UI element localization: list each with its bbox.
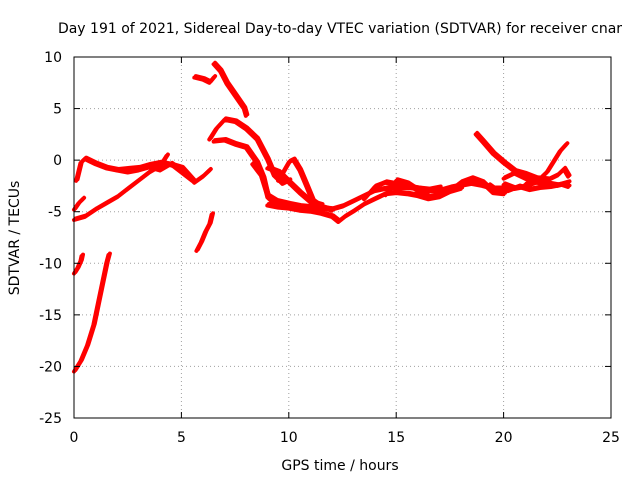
series-arc-4-texture bbox=[116, 160, 196, 182]
series-arc-16-texture bbox=[385, 175, 508, 198]
series-arc-6 bbox=[72, 253, 111, 374]
series-arc-21-texture bbox=[524, 165, 572, 186]
y-tick-label: -20 bbox=[39, 359, 62, 375]
series-arc-9-texture bbox=[195, 211, 215, 252]
y-tick-label: -15 bbox=[39, 308, 62, 324]
y-tick-label: -5 bbox=[48, 205, 62, 221]
series-arc-8 bbox=[211, 62, 248, 118]
y-tick-label: 0 bbox=[53, 153, 62, 169]
series-arc-12-texture bbox=[251, 160, 508, 211]
data-layer bbox=[72, 60, 572, 374]
x-tick-label: 20 bbox=[495, 430, 513, 446]
plot-frame bbox=[73, 56, 612, 419]
x-tick-label: 5 bbox=[177, 430, 186, 446]
y-tick-label: 10 bbox=[44, 50, 62, 66]
x-tick-label: 10 bbox=[280, 430, 298, 446]
series-arc-17-texture bbox=[363, 179, 443, 200]
ticks: 0 5 10 15 20 25 -25 -20 -15 -10 -5 0 5 10 bbox=[39, 50, 620, 446]
series-arc-15-texture bbox=[266, 164, 325, 206]
y-tick-label: -25 bbox=[39, 411, 62, 427]
x-tick-label: 0 bbox=[70, 430, 79, 446]
series-arc-5-texture bbox=[73, 252, 85, 275]
series-arc-8-texture bbox=[213, 60, 250, 117]
y-tick-label: -10 bbox=[39, 256, 62, 272]
x-axis-label: GPS time / hours bbox=[281, 458, 398, 474]
y-tick-label: 5 bbox=[53, 102, 62, 118]
series-arc-20-texture bbox=[503, 141, 570, 184]
chart-title: Day 191 of 2021, Sidereal Day-to-day VTE… bbox=[58, 21, 622, 37]
x-tick-label: 15 bbox=[387, 430, 405, 446]
series-arc-18-texture bbox=[475, 130, 551, 181]
series-arc-22-texture bbox=[488, 181, 572, 193]
grid bbox=[74, 57, 611, 418]
y-axis-label: SDTVAR / TECUs bbox=[7, 181, 23, 296]
series-arc-6-texture bbox=[73, 251, 112, 373]
series-arc-7-texture bbox=[193, 74, 218, 84]
x-tick-label: 25 bbox=[602, 430, 620, 446]
series-arc-3-texture bbox=[73, 195, 87, 211]
